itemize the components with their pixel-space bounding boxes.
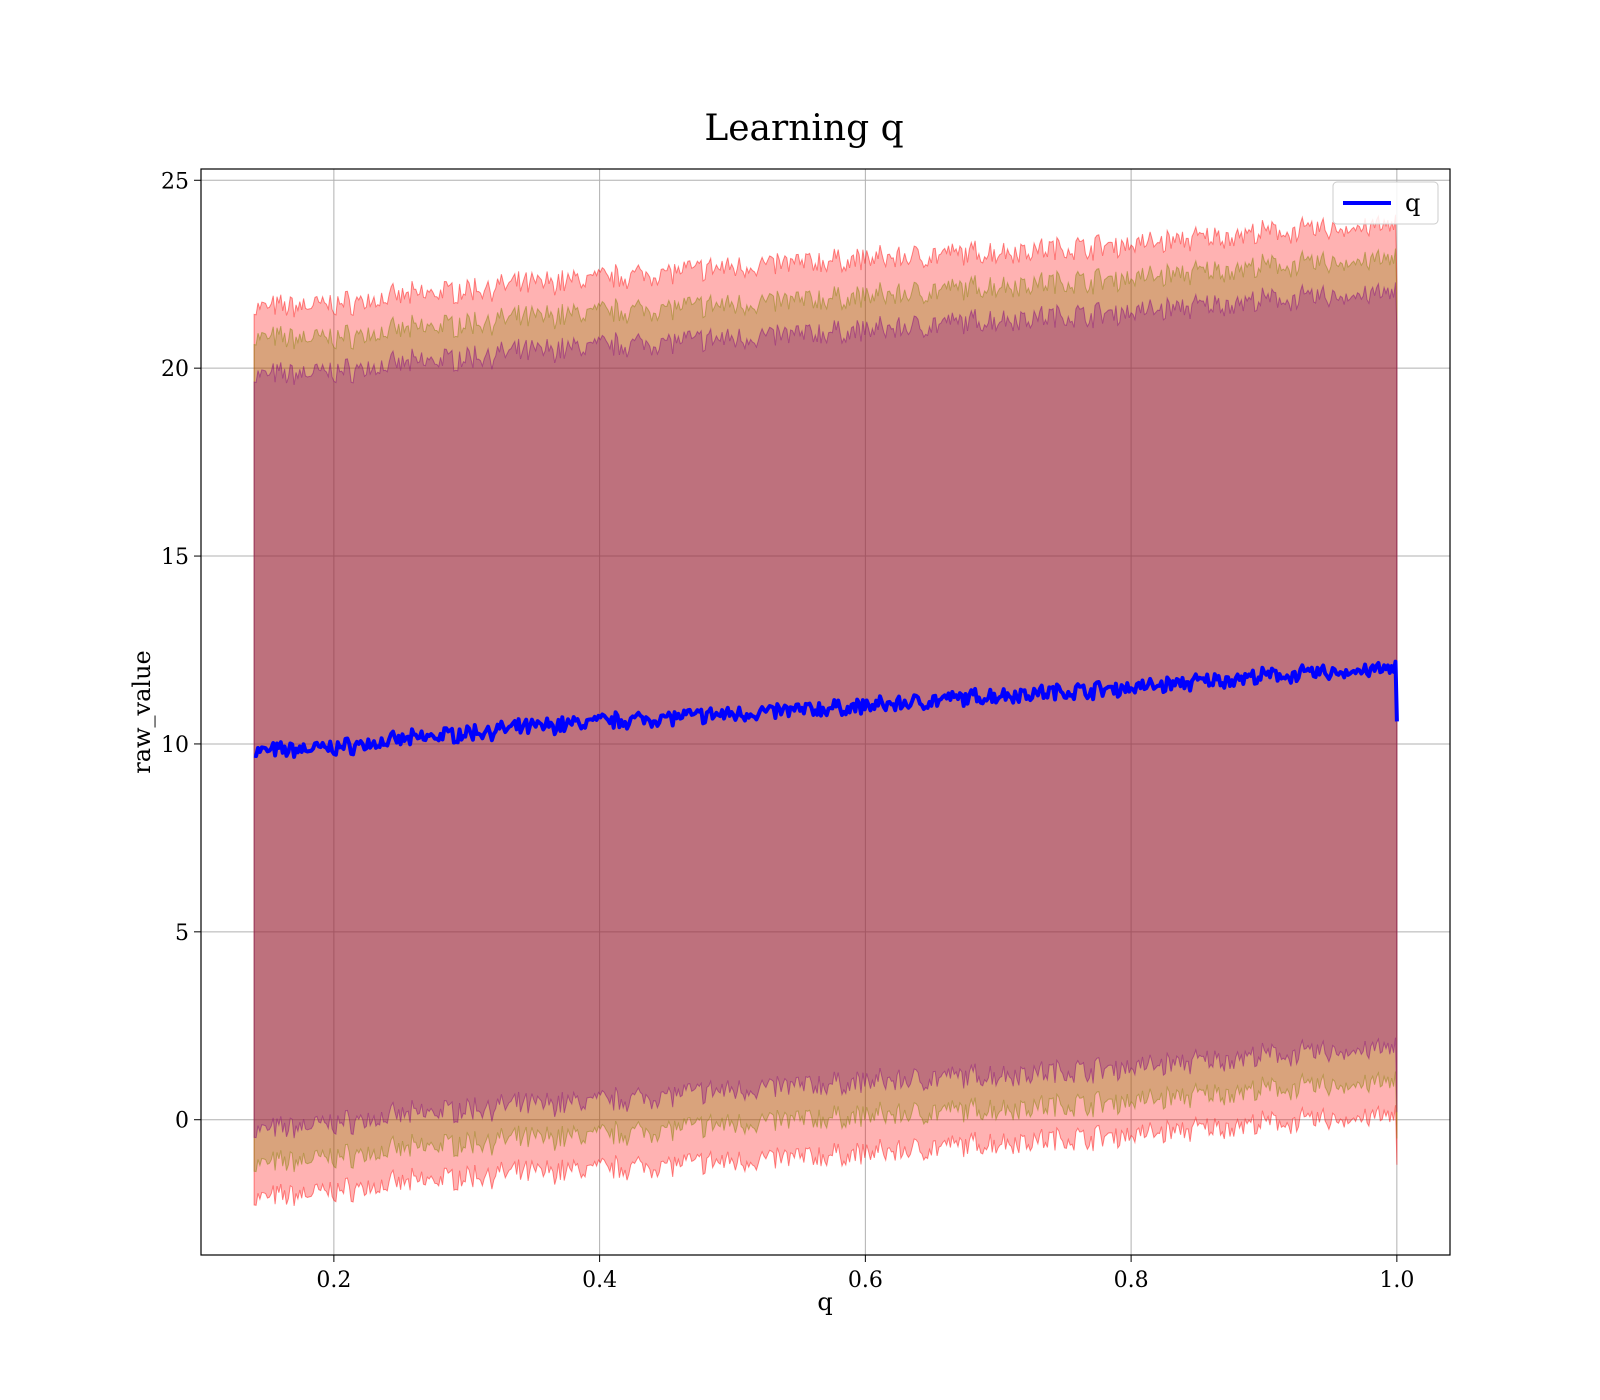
x-tick-label: 1.0 — [1379, 1268, 1414, 1293]
axis-ticks: 0.2 0.4 0.6 0.8 1.0 0 5 10 15 20 25 — [161, 169, 1414, 1293]
x-tick-label: 0.4 — [582, 1268, 617, 1293]
x-tick-label: 0.6 — [848, 1268, 883, 1293]
x-tick-label: 0.2 — [316, 1268, 351, 1293]
legend-label: q — [1405, 189, 1420, 217]
y-tick-label: 25 — [161, 169, 189, 194]
chart-title: Learning q — [704, 108, 903, 149]
plot-frame — [200, 168, 1451, 1256]
y-tick-label: 10 — [161, 733, 189, 758]
y-tick-label: 15 — [161, 545, 189, 570]
y-tick-label: 20 — [161, 357, 189, 382]
x-axis-label: q — [817, 1288, 832, 1316]
series-lines — [253, 659, 1399, 759]
y-tick-label: 5 — [175, 921, 189, 946]
y-axis-label: raw_value — [128, 650, 156, 774]
x-tick-label: 0.8 — [1114, 1268, 1149, 1293]
y-tick-label: 0 — [175, 1109, 189, 1134]
series-line-q — [253, 659, 1399, 759]
legend: q — [1332, 181, 1439, 225]
